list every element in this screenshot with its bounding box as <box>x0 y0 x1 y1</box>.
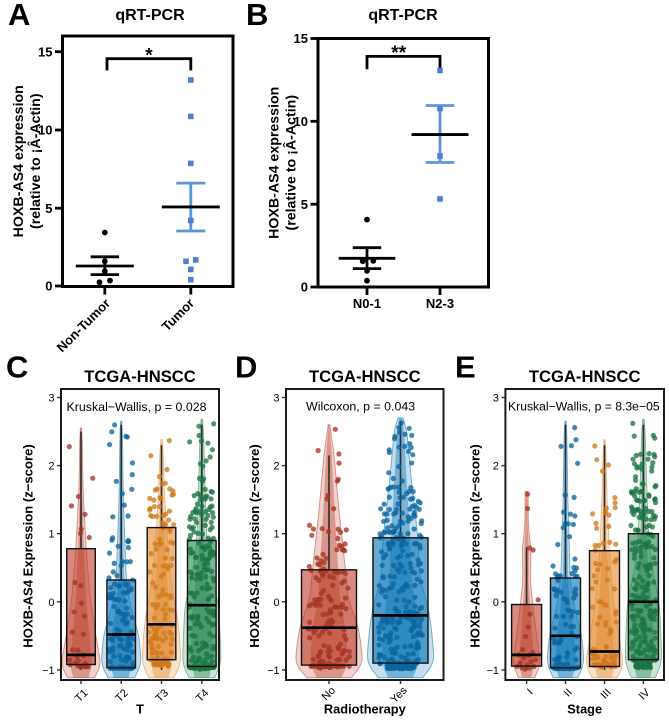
svg-text:D: D <box>235 350 257 385</box>
svg-text:B: B <box>246 0 268 32</box>
svg-text:I: I <box>525 687 536 698</box>
svg-text:0: 0 <box>301 280 308 295</box>
svg-text:**: ** <box>391 43 406 64</box>
svg-text:10: 10 <box>294 114 308 129</box>
svg-text:Kruskal−Wallis, p = 8.3e−05: Kruskal−Wallis, p = 8.3e−05 <box>508 400 660 414</box>
svg-text:TCGA-HNSCC: TCGA-HNSCC <box>84 367 196 386</box>
svg-text:15: 15 <box>38 44 52 59</box>
svg-text:A: A <box>8 0 30 32</box>
svg-text:3: 3 <box>493 393 499 405</box>
svg-text:N0-1: N0-1 <box>353 296 381 311</box>
svg-text:qRT-PCR: qRT-PCR <box>368 7 438 24</box>
svg-text:Stage: Stage <box>567 702 602 717</box>
svg-text:15: 15 <box>294 31 308 46</box>
svg-text:C: C <box>6 350 28 385</box>
svg-text:0: 0 <box>45 279 52 294</box>
svg-text:Radiotherapy: Radiotherapy <box>324 702 407 717</box>
svg-text:T: T <box>136 702 144 717</box>
svg-text:5: 5 <box>45 201 52 216</box>
svg-text:3: 3 <box>273 393 279 405</box>
svg-text:*: * <box>145 46 153 67</box>
svg-text:TCGA-HNSCC: TCGA-HNSCC <box>309 367 421 386</box>
svg-text:(relative to ¡Â-Actin): (relative to ¡Â-Actin) <box>282 95 300 231</box>
svg-text:Wilcoxon, p = 0.043: Wilcoxon, p = 0.043 <box>306 400 415 414</box>
svg-text:−1: −1 <box>267 665 279 677</box>
svg-text:TCGA-HNSCC: TCGA-HNSCC <box>529 367 641 386</box>
svg-text:HOXB-AS4 expression: HOXB-AS4 expression <box>267 87 283 239</box>
svg-text:0: 0 <box>48 597 54 609</box>
svg-text:0: 0 <box>493 597 499 609</box>
svg-text:2: 2 <box>273 461 279 473</box>
svg-text:0: 0 <box>273 597 279 609</box>
svg-text:N2-3: N2-3 <box>426 296 454 311</box>
svg-text:1: 1 <box>493 529 499 541</box>
svg-text:E: E <box>455 350 476 385</box>
svg-text:2: 2 <box>493 461 499 473</box>
svg-text:qRT-PCR: qRT-PCR <box>115 7 185 24</box>
svg-text:HOXB-AS4 Expression (z−score): HOXB-AS4 Expression (z−score) <box>21 444 36 647</box>
svg-text:Kruskal−Wallis, p = 0.028: Kruskal−Wallis, p = 0.028 <box>67 400 207 414</box>
svg-text:1: 1 <box>273 529 279 541</box>
svg-text:−1: −1 <box>42 665 54 677</box>
svg-text:(relative to ¡Â-Actin): (relative to ¡Â-Actin) <box>26 93 44 229</box>
svg-text:HOXB-AS4 expression: HOXB-AS4 expression <box>11 85 27 237</box>
svg-text:HOXB-AS4 Expression (z−score): HOXB-AS4 Expression (z−score) <box>468 444 483 647</box>
svg-text:1: 1 <box>48 529 54 541</box>
svg-text:3: 3 <box>48 393 54 405</box>
svg-text:10: 10 <box>38 123 52 138</box>
svg-text:HOXB-AS4 Expression (z−score): HOXB-AS4 Expression (z−score) <box>247 444 262 647</box>
svg-text:2: 2 <box>48 461 54 473</box>
svg-text:−1: −1 <box>487 665 499 677</box>
svg-text:5: 5 <box>301 197 308 212</box>
